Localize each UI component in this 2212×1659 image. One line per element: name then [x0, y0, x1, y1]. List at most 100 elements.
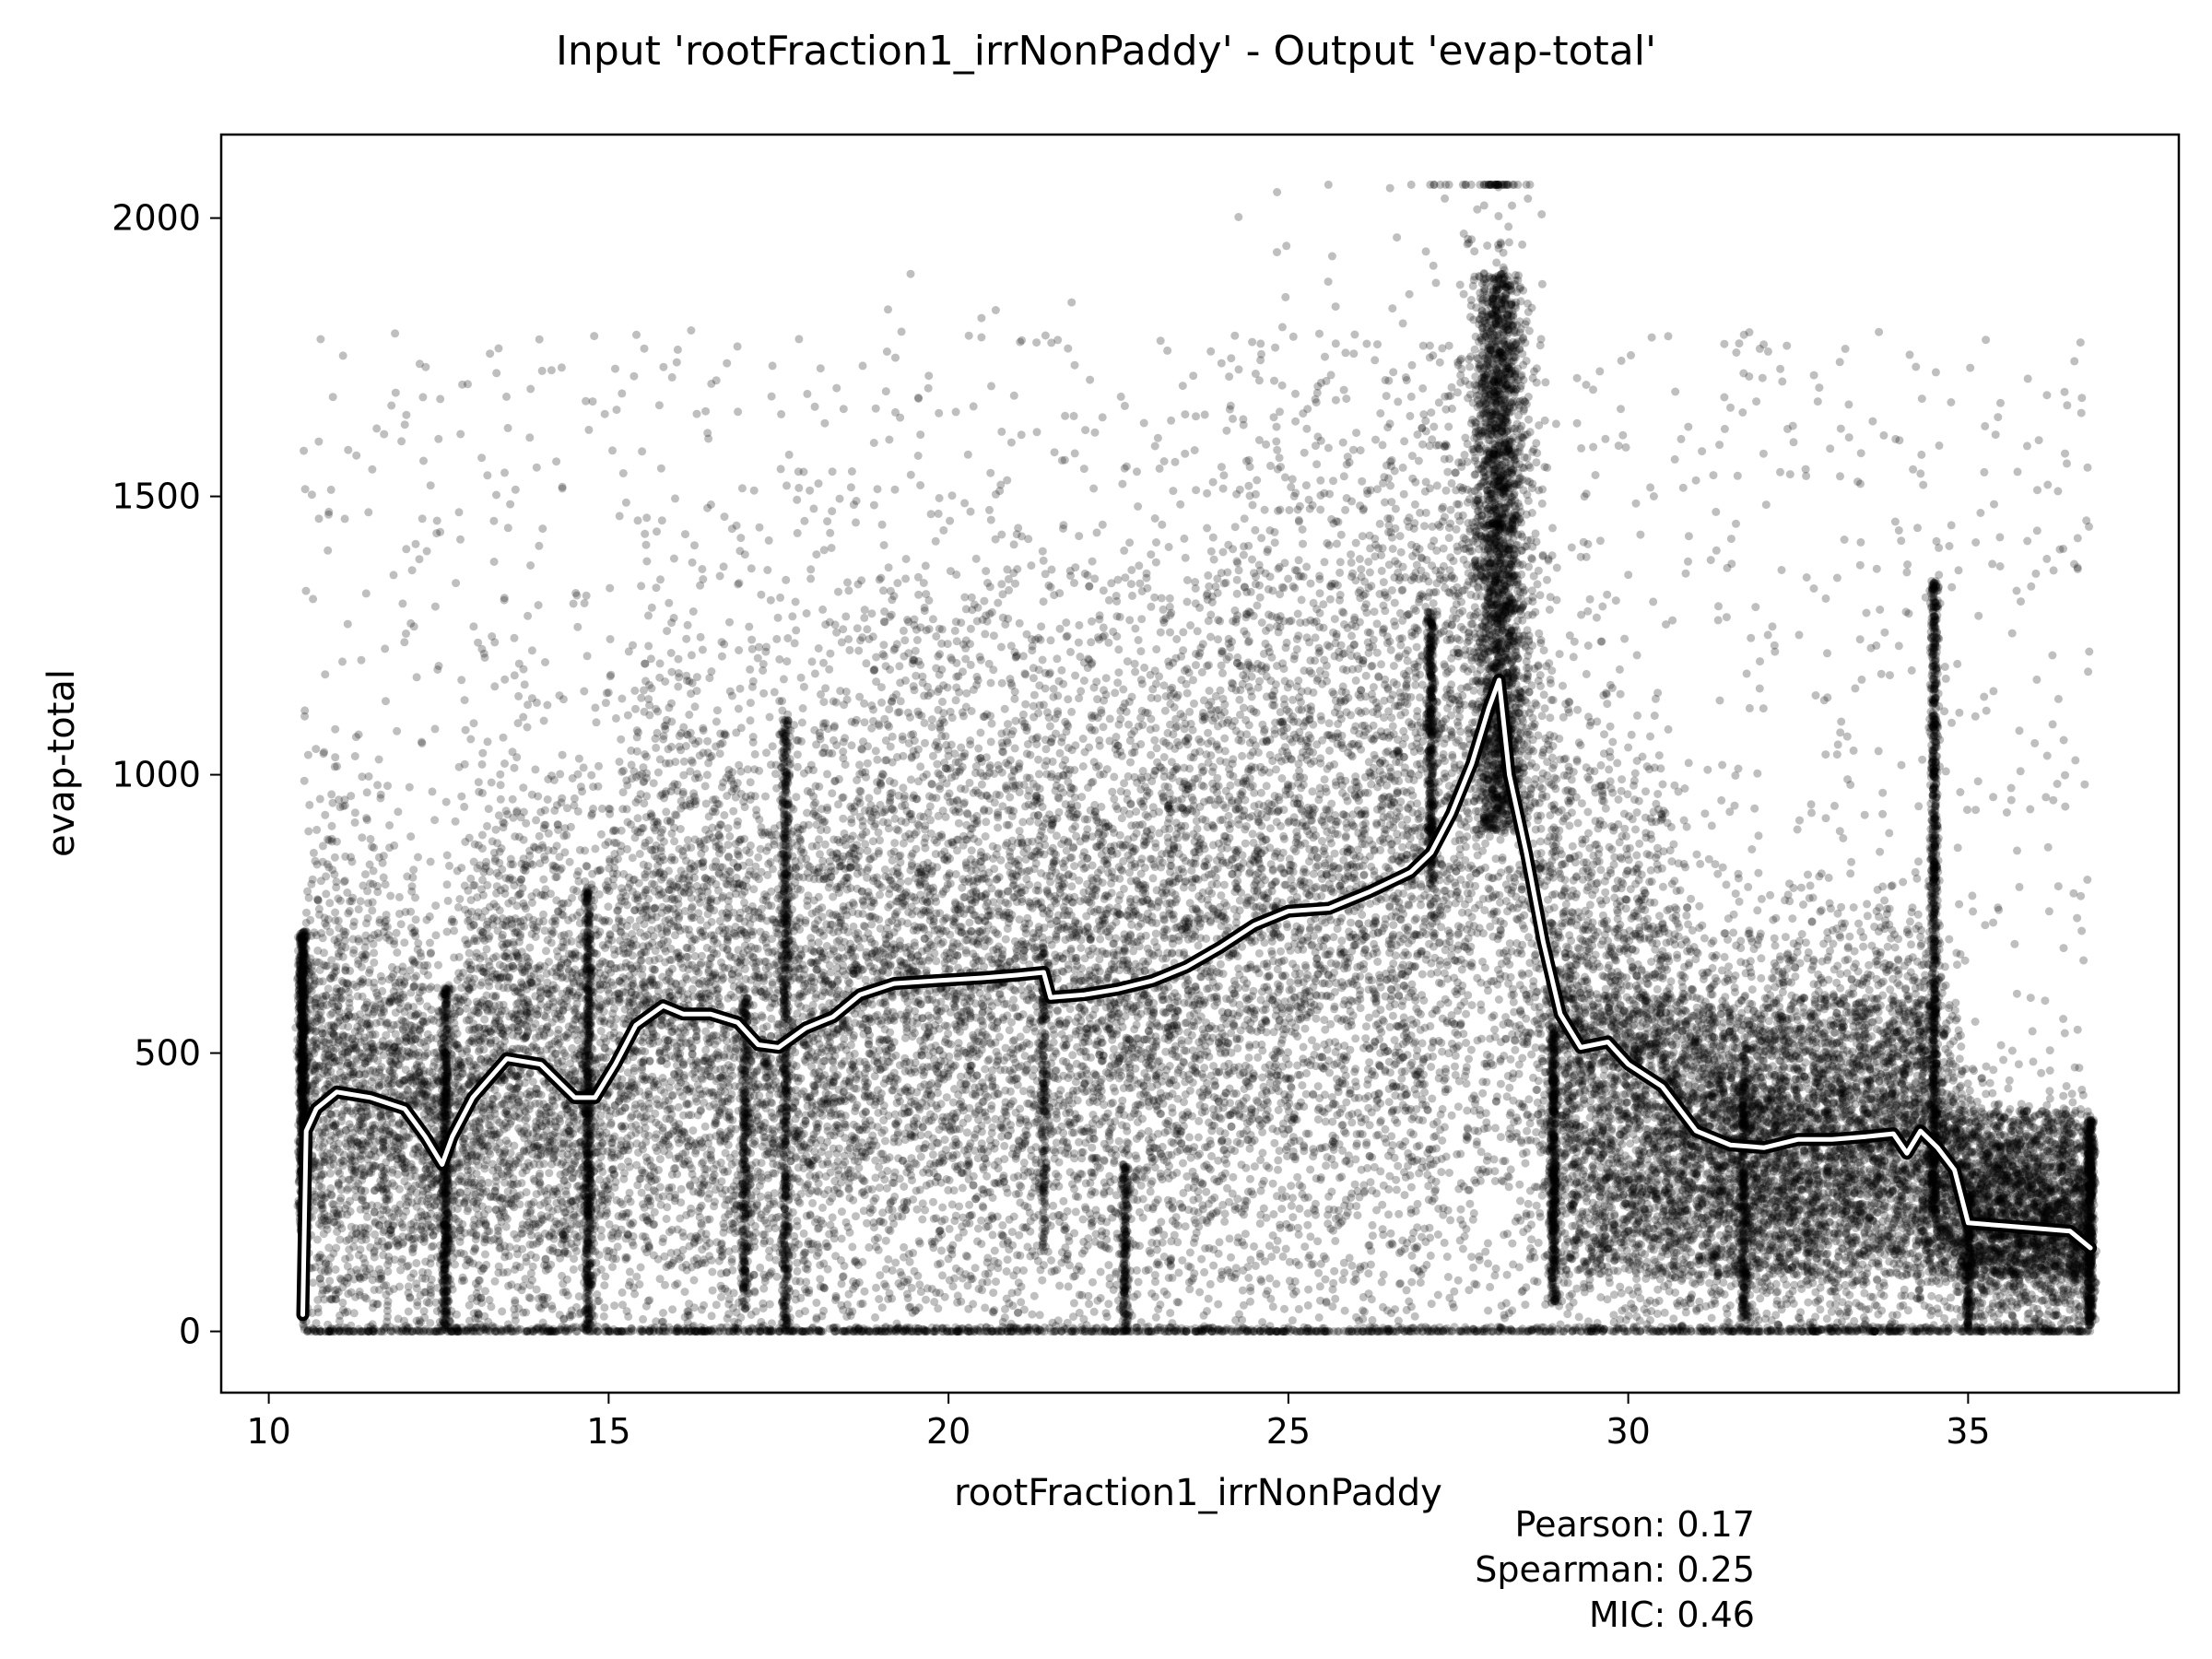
- scatter-point: [935, 494, 944, 502]
- scatter-point: [1868, 418, 1877, 426]
- scatter-point: [1339, 439, 1347, 447]
- scatter-point: [917, 1153, 925, 1161]
- scatter-point: [741, 942, 749, 950]
- scatter-point: [1971, 538, 1980, 547]
- scatter-points: [291, 181, 2100, 1335]
- scatter-point: [690, 1277, 699, 1285]
- scatter-point: [1490, 1271, 1499, 1279]
- scatter-point: [1007, 439, 1016, 447]
- scatter-point: [1057, 666, 1065, 675]
- scatter-point: [1367, 1178, 1375, 1186]
- scatter-point: [1206, 1280, 1215, 1288]
- scatter-point: [642, 558, 651, 566]
- scatter-point: [535, 832, 544, 841]
- scatter-point: [331, 909, 339, 917]
- scatter-point: [1884, 943, 1892, 951]
- scatter-point: [997, 428, 1006, 436]
- scatter-point: [1618, 1307, 1626, 1315]
- scatter-point: [509, 795, 517, 804]
- scatter-point: [478, 760, 487, 769]
- scatter-point: [1140, 419, 1148, 428]
- scatter-point: [2027, 994, 2035, 1002]
- scatter-point: [1093, 1297, 1101, 1305]
- scatter-point: [812, 782, 820, 790]
- scatter-point: [1988, 559, 1996, 568]
- scatter-point: [1282, 241, 1290, 250]
- scatter-point: [982, 818, 990, 826]
- scatter-point: [1790, 1300, 1798, 1308]
- scatter-point: [1306, 1166, 1314, 1174]
- scatter-point: [1441, 194, 1449, 203]
- scatter-point: [1106, 714, 1114, 723]
- scatter-point: [1090, 1308, 1099, 1316]
- chart-title: Input 'rootFraction1_irrNonPaddy' - Outp…: [556, 28, 1656, 75]
- scatter-point: [1615, 795, 1623, 804]
- scatter-point: [1732, 889, 1740, 898]
- scatter-point: [1718, 761, 1726, 770]
- scatter-point: [808, 1199, 817, 1207]
- scatter-point: [1769, 622, 1777, 630]
- scatter-point: [450, 926, 458, 935]
- scatter-point: [1235, 365, 1243, 373]
- scatter-point: [1947, 398, 1955, 406]
- scatter-point: [1256, 594, 1265, 602]
- scatter-point: [630, 687, 639, 695]
- scatter-point: [1121, 700, 1129, 708]
- scatter-point: [1586, 595, 1594, 604]
- scatter-point: [1684, 423, 1692, 431]
- scatter-point: [1279, 1253, 1288, 1261]
- scatter-point: [1399, 319, 1407, 327]
- scatter-point: [1265, 1275, 1274, 1283]
- scatter-point: [806, 574, 815, 582]
- scatter-point: [1505, 1084, 1513, 1092]
- scatter-point: [871, 1072, 879, 1080]
- scatter-point: [675, 655, 683, 664]
- scatter-point: [1526, 1210, 1535, 1218]
- scatter-point: [812, 550, 820, 559]
- scatter-point: [1038, 1277, 1046, 1285]
- scatter-point: [1982, 335, 1990, 344]
- scatter-point: [1137, 1182, 1146, 1190]
- scatter-point: [817, 364, 825, 372]
- scatter-point: [331, 853, 339, 862]
- scatter-point: [1505, 238, 1513, 246]
- scatter-point: [1382, 1125, 1390, 1134]
- scatter-point: [321, 670, 329, 678]
- scatter-point: [1147, 751, 1155, 759]
- scatter-point: [1200, 1268, 1208, 1277]
- scatter-point: [916, 481, 924, 489]
- scatter-point: [1341, 1307, 1349, 1315]
- scatter-point: [1454, 1277, 1463, 1285]
- scatter-point: [1876, 848, 1884, 856]
- scatter-point: [921, 739, 929, 747]
- scatter-point: [997, 580, 1006, 588]
- scatter-point: [608, 1263, 617, 1271]
- scatter-point: [1635, 840, 1643, 848]
- scatter-point: [500, 676, 509, 684]
- scatter-point: [1032, 338, 1041, 347]
- scatter-point: [806, 565, 815, 573]
- scatter-point: [976, 729, 984, 737]
- scatter-point: [1163, 347, 1171, 355]
- scatter-point: [888, 856, 897, 865]
- scatter-point: [1140, 664, 1148, 672]
- scatter-point: [885, 436, 893, 444]
- scatter-point: [797, 674, 806, 682]
- scatter-point: [1315, 1313, 1324, 1322]
- scatter-point: [1724, 962, 1733, 971]
- scatter-point: [1603, 591, 1611, 599]
- scatter-point: [767, 1015, 775, 1023]
- scatter-point: [1270, 377, 1278, 385]
- scatter-point: [1135, 636, 1143, 644]
- scatter-point: [1255, 949, 1264, 958]
- scatter-point: [1021, 700, 1030, 709]
- scatter-point: [1947, 583, 1956, 592]
- scatter-point: [524, 612, 532, 620]
- scatter-point: [699, 575, 707, 583]
- scatter-point: [1822, 814, 1830, 822]
- scatter-point: [455, 508, 464, 516]
- scatter-point: [1545, 659, 1553, 667]
- scatter-point: [1543, 576, 1551, 584]
- scatter-point: [656, 659, 665, 667]
